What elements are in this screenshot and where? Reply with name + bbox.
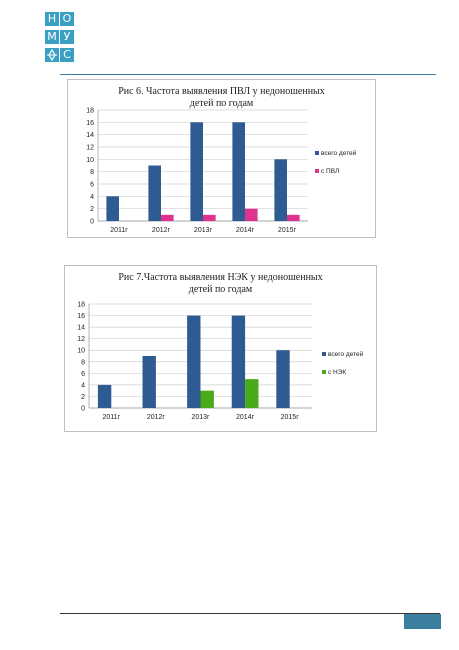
y-tick-label: 18: [86, 108, 94, 115]
y-tick-label: 6: [90, 182, 94, 189]
y-tick-label: 10: [86, 157, 94, 164]
chart-title-line2: детей по годам: [188, 284, 253, 295]
chart-title: Рис 7.Частота выявления НЭК у недоношенн…: [65, 272, 376, 296]
legend-swatch: [315, 151, 319, 155]
y-tick-label: 8: [81, 359, 85, 366]
bar: [161, 214, 174, 221]
bar: [187, 315, 201, 408]
bar: [245, 379, 259, 408]
bar: [232, 122, 245, 221]
chart-title-line2: детей по годам: [189, 98, 254, 109]
chart-title-line1: Рис 7.Частота выявления НЭК у недоношенн…: [118, 272, 323, 283]
bar: [142, 356, 156, 408]
y-tick-label: 0: [90, 219, 94, 226]
x-tick-label: 2015г: [278, 227, 297, 234]
chart-title-line1: Рис 6. Частота выявления ПВЛ у недоношен…: [118, 86, 325, 97]
x-tick-label: 2012г: [152, 227, 171, 234]
bar: [245, 208, 258, 221]
x-tick-label: 2015г: [281, 414, 300, 421]
footer-divider: [60, 613, 440, 614]
legend-label: с НЭК: [328, 369, 346, 376]
header-divider: [60, 74, 436, 75]
y-tick-label: 8: [90, 169, 94, 176]
x-tick-label: 2014г: [236, 227, 255, 234]
chart-7: Рис 7.Частота выявления НЭК у недоношенн…: [64, 265, 377, 432]
chart-title: Рис 6. Частота выявления ПВЛ у недоношен…: [68, 86, 375, 110]
logo-letter: У: [60, 30, 74, 44]
x-tick-label: 2013г: [191, 414, 210, 421]
chart-plot: 0 2 4 6 8 10 12 14 16 18 2011г 2012г 2013г 2014г 2015г…: [77, 302, 364, 422]
bar: [231, 315, 246, 408]
y-tick-label: 2: [81, 394, 85, 401]
bar: [97, 384, 112, 408]
legend-swatch: [322, 352, 326, 356]
chart-plot: 0 2 4 6 8 10 12 14 16 18 2011г 2012г 2013г 2014г 2015г…: [86, 108, 357, 235]
x-tick-label: 2011г: [102, 414, 120, 421]
legend-swatch: [322, 370, 326, 374]
bar: [200, 390, 214, 408]
x-tick-label: 2013г: [194, 227, 213, 234]
y-tick-label: 12: [77, 336, 85, 343]
logo-emblem-icon: [45, 48, 59, 62]
y-tick-label: 4: [81, 382, 85, 389]
legend-label: с ПВЛ: [321, 168, 339, 175]
y-tick-label: 10: [77, 348, 85, 355]
x-tick-label: 2014г: [236, 414, 255, 421]
bar: [106, 196, 119, 221]
chart-6: Рис 6. Частота выявления ПВЛ у недоношен…: [67, 79, 376, 238]
bar: [287, 214, 300, 221]
y-tick-label: 14: [86, 132, 94, 139]
legend-swatch: [315, 169, 319, 173]
y-tick-label: 2: [90, 206, 94, 213]
x-tick-label: 2012г: [147, 414, 166, 421]
y-tick-label: 18: [77, 302, 85, 309]
legend-label: всего детей: [328, 350, 364, 358]
emblem-icon: [47, 48, 57, 62]
logo-letter: М: [45, 30, 59, 44]
bar: [276, 350, 290, 408]
logo-letter: О: [60, 12, 74, 26]
bar: [203, 214, 216, 221]
y-tick-label: 16: [86, 120, 94, 127]
logo-letter: Н: [45, 12, 59, 26]
y-tick-label: 12: [86, 145, 94, 152]
legend-label: всего детей: [321, 149, 357, 157]
y-tick-label: 14: [77, 325, 85, 332]
bar: [190, 122, 203, 221]
y-tick-label: 16: [77, 313, 85, 320]
page-number-box: [404, 614, 441, 629]
y-tick-label: 6: [81, 371, 85, 378]
y-tick-label: 4: [90, 194, 94, 201]
bar: [148, 165, 161, 221]
logo-letter: С: [60, 48, 74, 62]
x-tick-label: 2011г: [110, 227, 128, 234]
bar: [274, 159, 287, 221]
y-tick-label: 0: [81, 406, 85, 413]
